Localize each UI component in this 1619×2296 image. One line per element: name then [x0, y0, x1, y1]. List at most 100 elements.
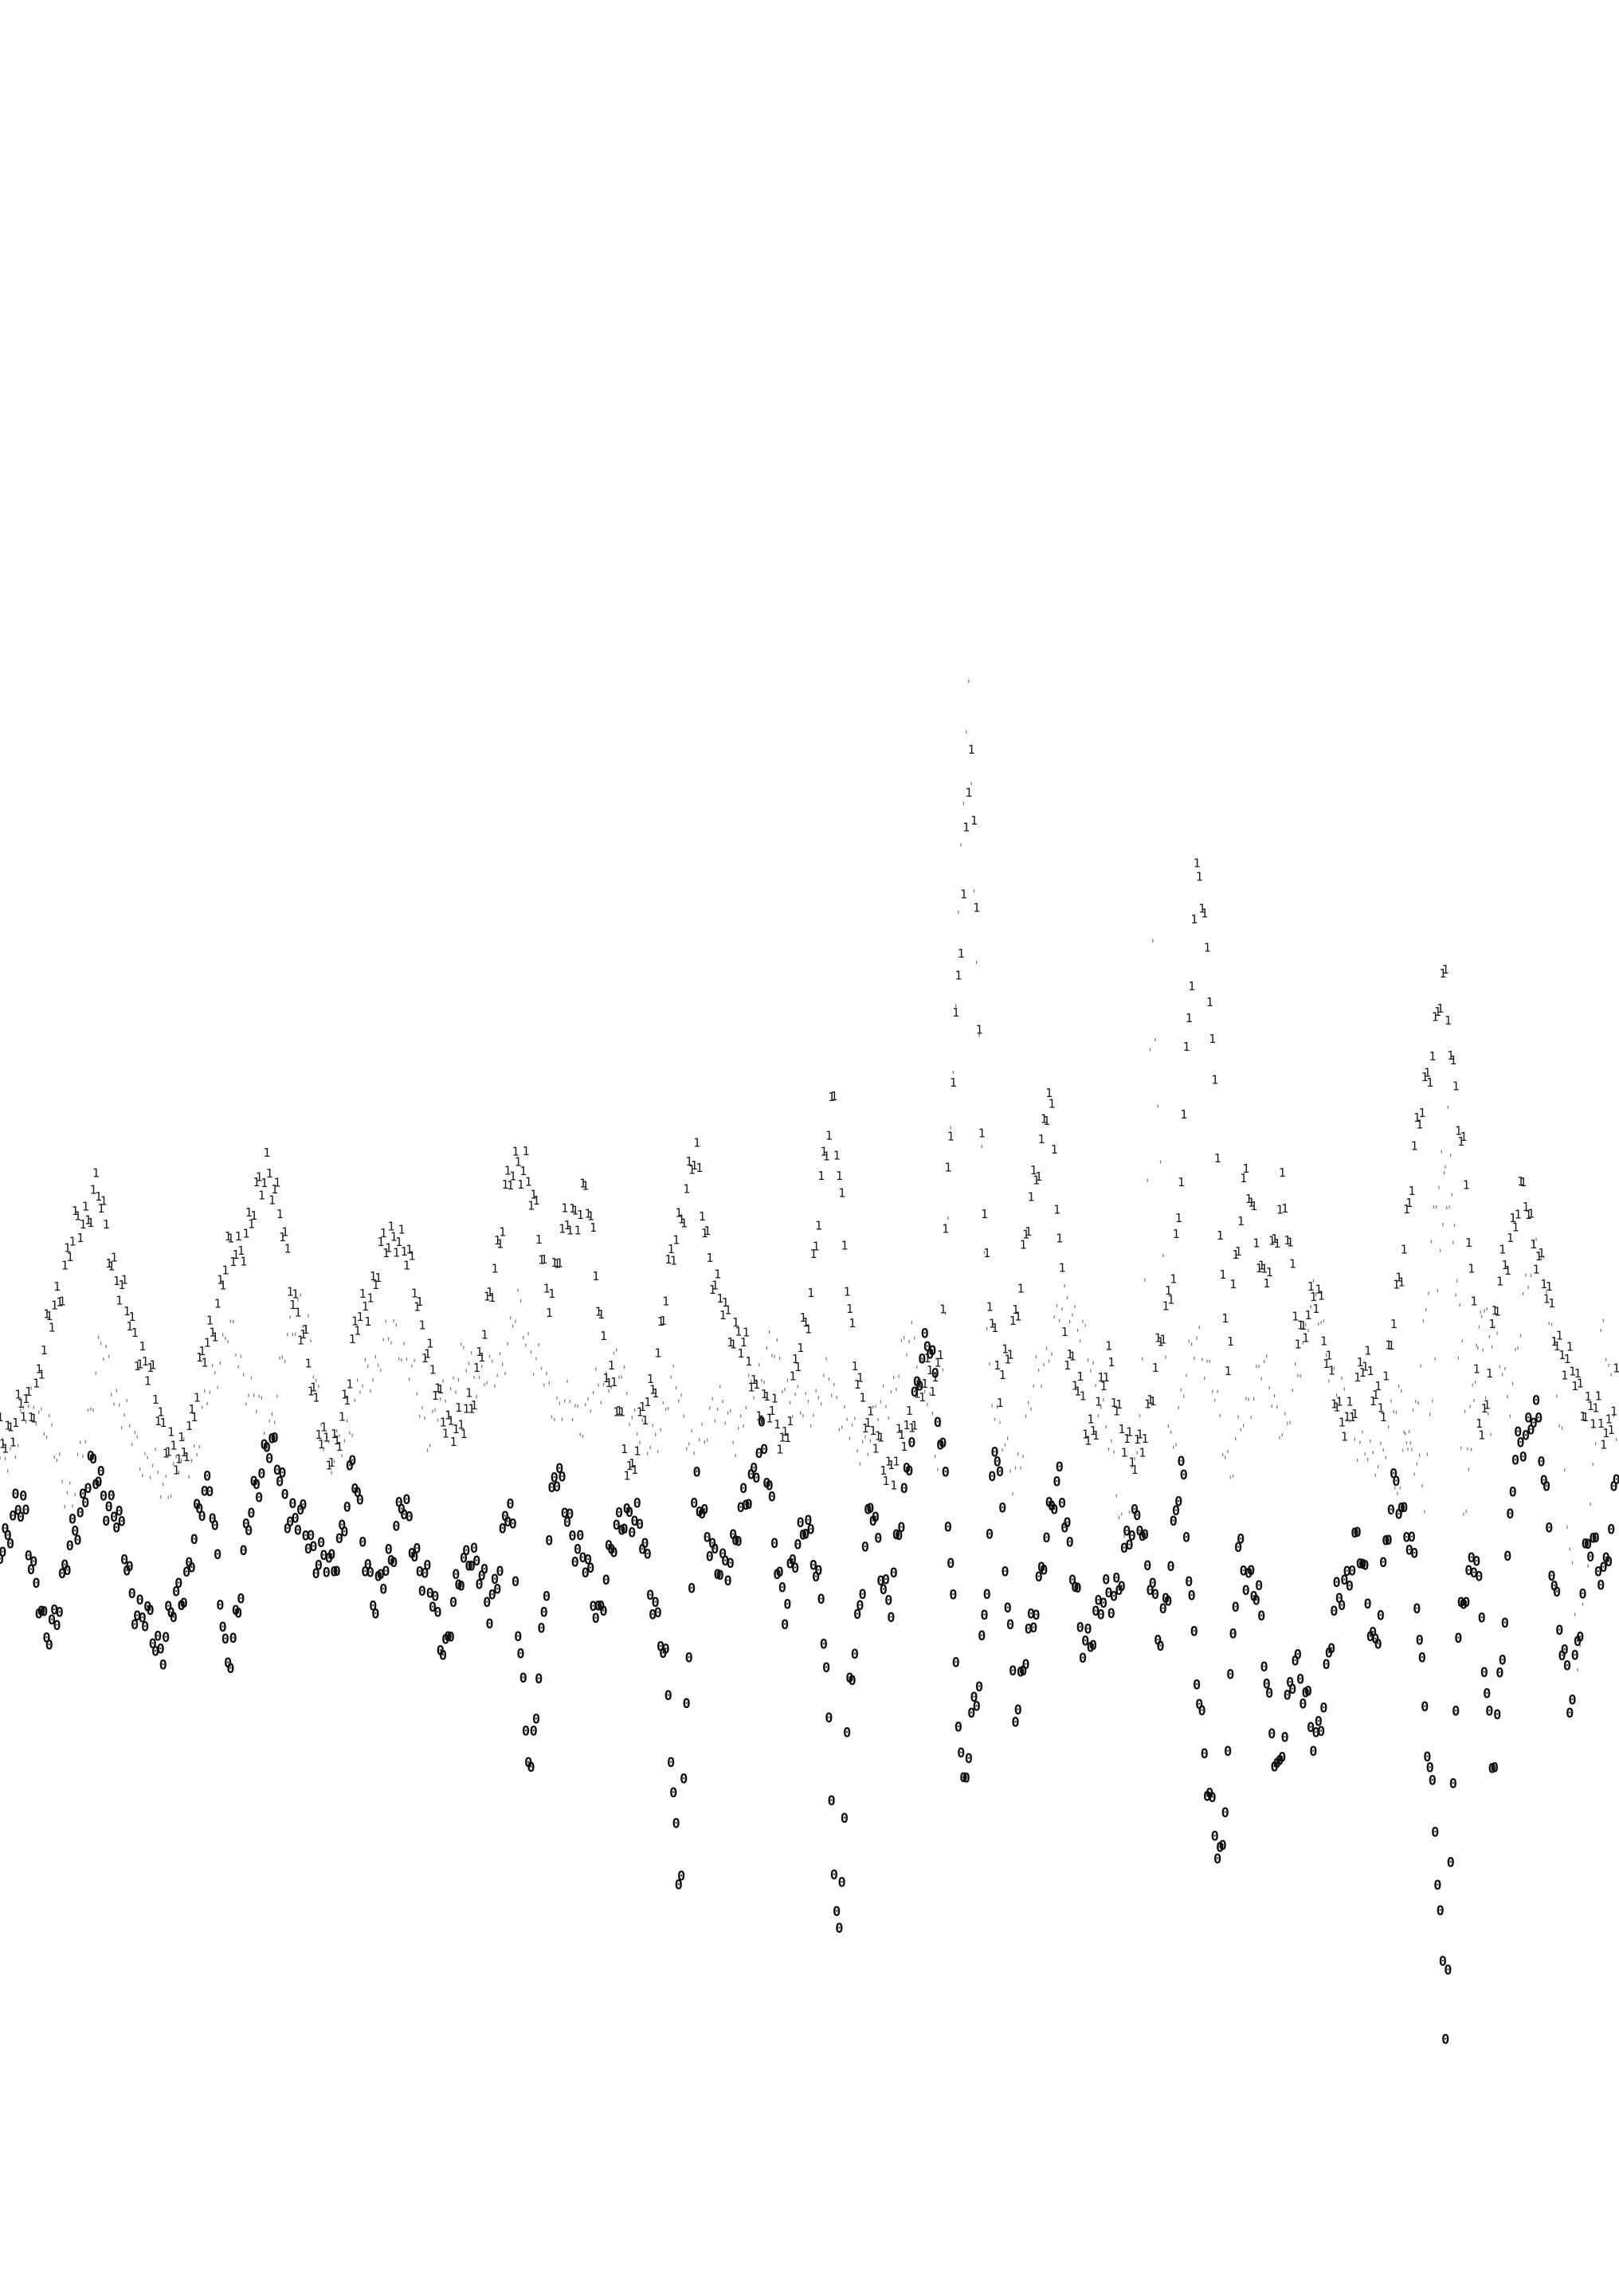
data-point: 0 [1073, 1581, 1081, 1597]
data-point: 0 [789, 1552, 797, 1568]
data-point: ' [846, 1434, 853, 1448]
data-point: 0 [524, 1755, 532, 1771]
data-point: 0 [620, 1522, 628, 1538]
data-point: ' [173, 1452, 180, 1467]
data-point: 1 [1004, 1353, 1011, 1367]
data-point: 1 [183, 1450, 190, 1464]
data-point: 1 [167, 1424, 174, 1439]
data-point: 1 [1535, 1249, 1543, 1264]
data-point: 1 [170, 1438, 177, 1452]
data-point: 0 [457, 1579, 465, 1595]
data-point: 1 [991, 1321, 998, 1335]
data-point: ' [1235, 1413, 1242, 1428]
data-point: ' [753, 1377, 760, 1392]
data-point: ' [1300, 1338, 1307, 1353]
data-point: ' [664, 1405, 672, 1419]
data-point: 1 [250, 1209, 257, 1223]
data-point: ' [455, 1376, 462, 1390]
data-point: 0 [374, 1569, 382, 1585]
data-point: 1 [64, 1241, 71, 1256]
data-point: ' [1511, 1346, 1519, 1360]
data-point: 0 [6, 1537, 14, 1553]
data-point: 0 [348, 1453, 356, 1469]
data-point: ' [1027, 1405, 1034, 1419]
data-point: 0 [1553, 1585, 1561, 1601]
data-point: ' [331, 1458, 338, 1472]
data-point: 1 [792, 1352, 799, 1366]
data-point: 1 [1372, 1388, 1379, 1402]
data-point: ' [1464, 1444, 1471, 1459]
data-point: 0 [1503, 1549, 1511, 1565]
data-point: 1 [1424, 1065, 1431, 1079]
data-point: ' [266, 1416, 273, 1431]
data-point: 1 [1339, 1416, 1346, 1430]
data-point: 1 [116, 1293, 123, 1307]
data-point: 1 [447, 1414, 454, 1428]
data-point: ' [743, 1404, 750, 1418]
data-point: ' [1403, 1439, 1410, 1453]
data-point: 0 [1540, 1473, 1548, 1489]
data-point: 0 [190, 1532, 198, 1548]
data-point: ' [1064, 1294, 1071, 1308]
data-point: ' [598, 1399, 605, 1413]
data-point: 1 [1312, 1302, 1319, 1316]
data-point: 0 [470, 1541, 478, 1557]
data-point: ' [374, 1361, 382, 1375]
data-point: ' [108, 1390, 115, 1405]
data-point: 1 [1273, 1236, 1280, 1251]
data-point: 1 [289, 1298, 296, 1312]
data-point: 1 [1131, 1463, 1138, 1477]
data-point: ' [1408, 1445, 1415, 1459]
data-point: 1 [965, 786, 972, 800]
data-point: ' [1170, 1444, 1177, 1458]
data-point: 0 [167, 1605, 174, 1621]
data-point: 0 [1291, 1654, 1299, 1670]
data-point: 1 [875, 1428, 882, 1443]
data-point: ' [1553, 1393, 1560, 1407]
data-point: 1 [108, 1259, 115, 1273]
data-point: 0 [1449, 1776, 1457, 1792]
data-point: 1 [1465, 1236, 1472, 1250]
data-point: ' [813, 1387, 820, 1401]
data-point: ' [152, 1445, 159, 1459]
data-point: 0 [224, 1655, 232, 1671]
data-point: 1 [1297, 1318, 1304, 1333]
data-point: 0 [1441, 2032, 1449, 2047]
data-point: 1 [1214, 1151, 1221, 1166]
data-point: ' [343, 1417, 351, 1432]
data-point: 0 [1094, 1593, 1102, 1609]
data-point: 1 [1478, 1428, 1485, 1443]
data-point: 1 [776, 1443, 783, 1457]
data-point: ' [157, 1493, 164, 1507]
data-point: 1 [1235, 1244, 1242, 1259]
data-point: 1 [1318, 1288, 1325, 1303]
data-point: 1 [1421, 1070, 1429, 1084]
data-point: 0 [307, 1528, 315, 1544]
data-point: 0 [449, 1595, 457, 1611]
data-point: 1 [962, 821, 970, 835]
data-point: 0 [911, 1385, 919, 1401]
data-point: ' [1507, 1412, 1514, 1427]
data-point: 0 [986, 1527, 994, 1543]
data-point: 1 [559, 1221, 566, 1236]
data-point: 1 [1002, 1342, 1009, 1356]
data-point: 1 [584, 1207, 591, 1221]
data-point: ' [1315, 1320, 1322, 1334]
data-point: 1 [701, 1226, 708, 1240]
data-point: 1 [1590, 1416, 1597, 1431]
data-point: 0 [1276, 1753, 1284, 1769]
data-point: ' [877, 1398, 884, 1412]
data-point: ' [219, 1330, 226, 1345]
data-point: 0 [1379, 1555, 1387, 1571]
data-point: 0 [265, 1451, 273, 1467]
data-point: ' [432, 1405, 439, 1420]
data-point: 0 [73, 1533, 81, 1549]
data-point: 1 [968, 742, 975, 757]
data-point: 0 [706, 1550, 714, 1565]
data-point: ' [263, 1445, 270, 1459]
data-point: 1 [1256, 1261, 1263, 1275]
data-point: ' [496, 1350, 504, 1364]
data-point: 0 [778, 1581, 786, 1597]
data-point: ' [629, 1413, 636, 1428]
data-point: ' [403, 1355, 410, 1369]
